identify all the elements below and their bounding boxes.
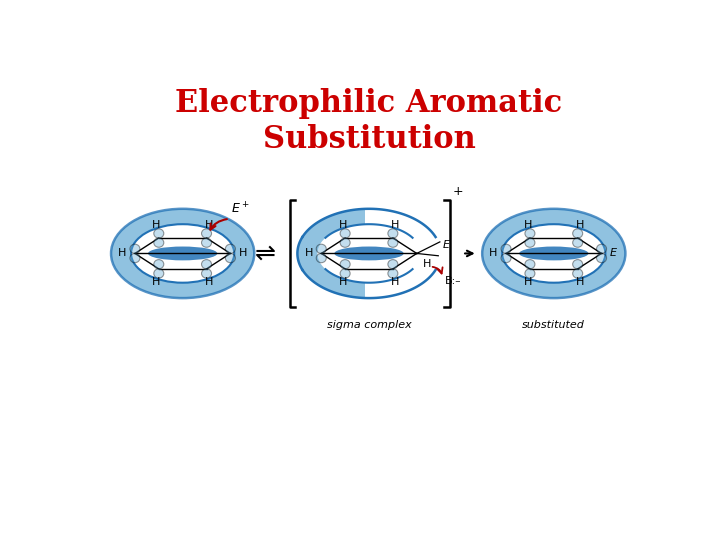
Text: H: H <box>489 248 498 259</box>
Ellipse shape <box>130 253 140 262</box>
Ellipse shape <box>597 253 606 262</box>
Ellipse shape <box>525 260 535 269</box>
Text: H: H <box>576 220 584 229</box>
Ellipse shape <box>340 260 350 269</box>
Text: $E^+$: $E^+$ <box>231 201 250 217</box>
Ellipse shape <box>388 238 398 247</box>
Text: E: E <box>443 240 450 250</box>
Text: H: H <box>391 278 400 287</box>
Ellipse shape <box>225 244 235 253</box>
Ellipse shape <box>501 253 511 262</box>
Ellipse shape <box>340 238 350 247</box>
Text: substituted: substituted <box>523 320 585 329</box>
Ellipse shape <box>154 238 163 247</box>
Text: H: H <box>338 220 347 229</box>
Ellipse shape <box>519 247 588 260</box>
Text: H: H <box>523 278 532 287</box>
Ellipse shape <box>340 229 350 238</box>
Text: sigma complex: sigma complex <box>327 320 411 329</box>
Ellipse shape <box>572 260 582 269</box>
Text: B:: B: <box>444 276 456 286</box>
Text: $^-$: $^-$ <box>453 279 462 289</box>
Bar <box>365 205 452 302</box>
Ellipse shape <box>225 253 235 262</box>
Text: H: H <box>239 248 247 259</box>
Ellipse shape <box>572 229 582 238</box>
Text: H: H <box>153 278 161 287</box>
Text: H: H <box>118 248 127 259</box>
Text: H: H <box>391 220 400 229</box>
Ellipse shape <box>318 224 420 283</box>
Text: ⇌: ⇌ <box>255 241 276 266</box>
Text: H: H <box>523 220 532 229</box>
Ellipse shape <box>525 238 535 247</box>
Ellipse shape <box>154 229 163 238</box>
Ellipse shape <box>202 260 212 269</box>
Ellipse shape <box>202 269 212 278</box>
Ellipse shape <box>111 209 254 298</box>
Ellipse shape <box>501 244 511 253</box>
Ellipse shape <box>525 229 535 238</box>
Ellipse shape <box>334 247 404 260</box>
Text: +: + <box>453 185 464 198</box>
Ellipse shape <box>202 229 212 238</box>
Text: H: H <box>423 259 432 269</box>
Ellipse shape <box>316 244 326 253</box>
Ellipse shape <box>316 253 326 262</box>
Ellipse shape <box>388 260 398 269</box>
Ellipse shape <box>388 269 398 278</box>
Ellipse shape <box>154 269 163 278</box>
Text: H: H <box>338 278 347 287</box>
Ellipse shape <box>482 209 626 298</box>
Ellipse shape <box>388 229 398 238</box>
Ellipse shape <box>572 238 582 247</box>
Ellipse shape <box>297 209 441 298</box>
Ellipse shape <box>131 224 234 283</box>
Ellipse shape <box>572 269 582 278</box>
Ellipse shape <box>130 244 140 253</box>
Ellipse shape <box>202 238 212 247</box>
Ellipse shape <box>148 247 217 260</box>
Text: H: H <box>305 248 312 259</box>
Ellipse shape <box>525 269 535 278</box>
Text: H: H <box>204 278 213 287</box>
Text: H: H <box>204 220 213 229</box>
Ellipse shape <box>340 269 350 278</box>
Text: Electrophilic Aromatic
Substitution: Electrophilic Aromatic Substitution <box>176 88 562 154</box>
Text: H: H <box>576 278 584 287</box>
Ellipse shape <box>597 244 606 253</box>
Text: H: H <box>153 220 161 229</box>
Ellipse shape <box>154 260 163 269</box>
Ellipse shape <box>503 224 606 283</box>
Text: E: E <box>610 248 617 259</box>
